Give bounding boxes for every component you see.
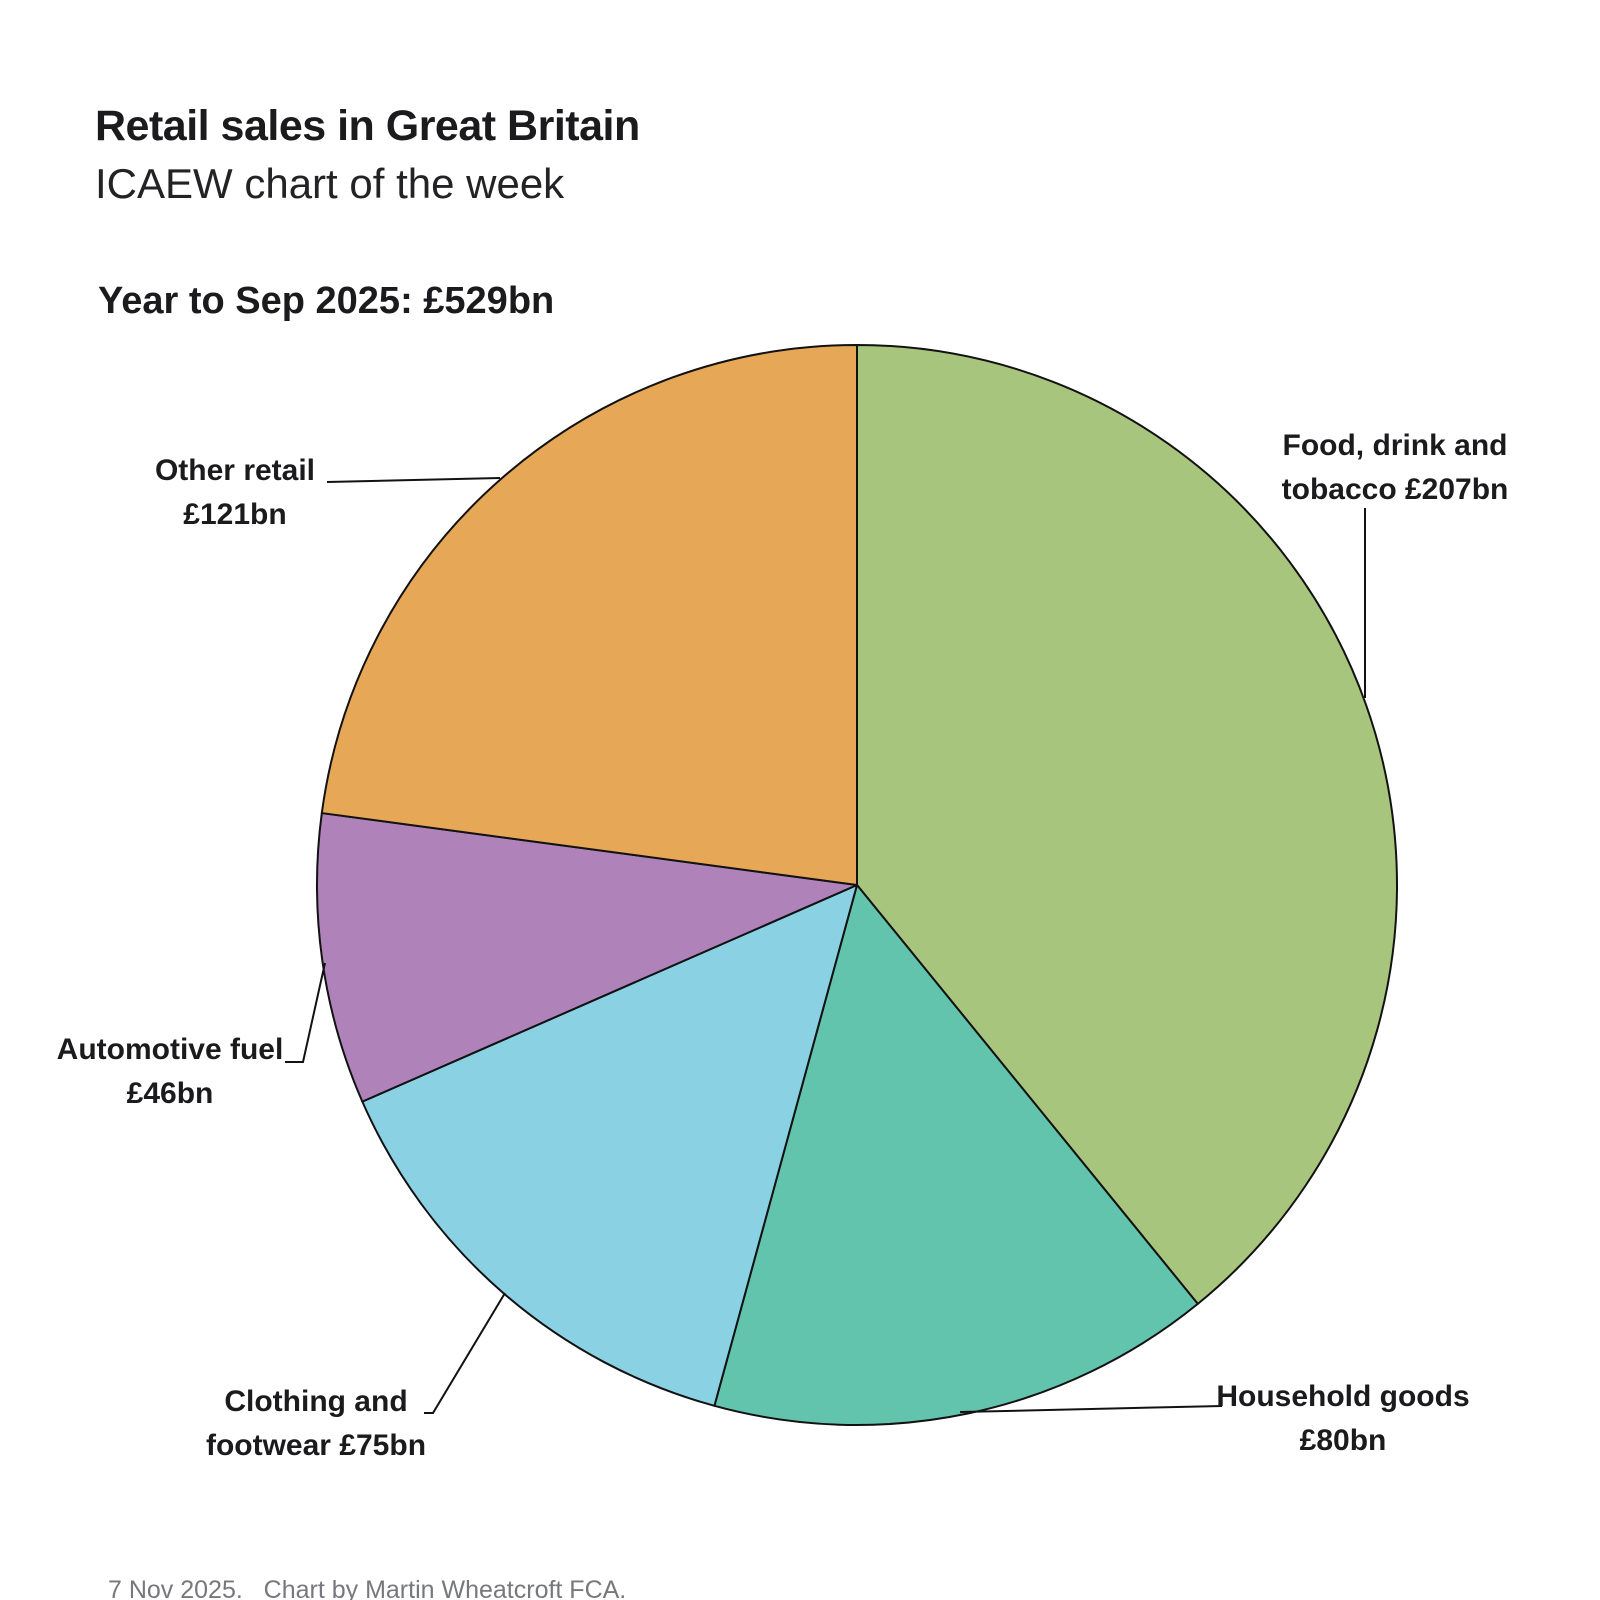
leader-lines: [285, 477, 1366, 1414]
label-food-line2: tobacco £207bn: [1281, 473, 1509, 506]
label-automotive-fuel: Automotive fuel £46bn: [20, 1028, 320, 1116]
pie-slice-household-goods: [713, 884, 1199, 1426]
chart-title: Retail sales in Great Britain: [95, 102, 640, 150]
label-household-goods: Household goods £80bn: [1113, 1375, 1573, 1463]
chart-footer: 7 Nov 2025. Chart by Martin Wheatcroft F…: [108, 1508, 692, 1600]
leader-clothing: [424, 1292, 506, 1414]
label-household-line2: £80bn: [1299, 1424, 1387, 1457]
label-automotive-line1: Automotive fuel: [56, 1033, 284, 1066]
label-food-drink-tobacco: Food, drink and tobacco £207bn: [1165, 424, 1600, 512]
pie-slice-automotive-fuel: [316, 812, 858, 1103]
label-clothing-footwear: Clothing and footwear £75bn: [136, 1380, 496, 1468]
label-food-line1: Food, drink and: [1282, 429, 1508, 462]
total-annotation: Year to Sep 2025: £529bn: [98, 280, 555, 322]
pie-slices: [316, 344, 1398, 1426]
label-clothing-line1: Clothing and: [224, 1385, 408, 1418]
leader-other: [326, 477, 501, 483]
label-other-line1: Other retail: [154, 454, 316, 487]
label-other-retail: Other retail £121bn: [85, 449, 385, 537]
footer-credit: 7 Nov 2025. Chart by Martin Wheatcroft F…: [108, 1576, 627, 1600]
label-household-line1: Household goods: [1216, 1380, 1470, 1413]
label-automotive-line2: £46bn: [126, 1077, 214, 1110]
chart-subtitle: ICAEW chart of the week: [95, 160, 565, 207]
label-other-line2: £121bn: [183, 498, 287, 531]
pie-slice-other-retail: [320, 344, 858, 886]
leader-household: [959, 1405, 1223, 1413]
label-clothing-line2: footwear £75bn: [205, 1429, 427, 1462]
leader-automotive: [285, 962, 326, 1063]
pie-slice-food-drink-tobacco: [856, 344, 1398, 1305]
